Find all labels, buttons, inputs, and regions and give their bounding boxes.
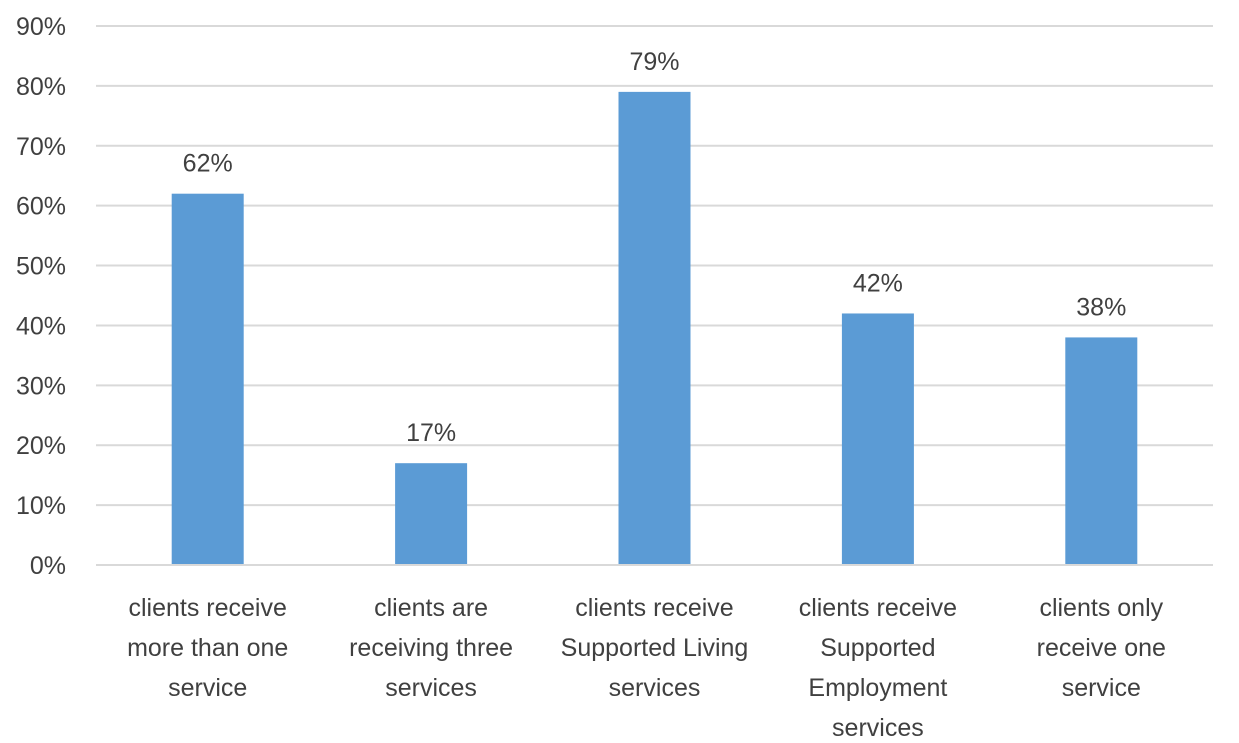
data-label: 62% — [183, 150, 233, 178]
x-axis-category-labels: clients receive more than one serviceclien… — [127, 594, 1166, 742]
category-label-line: services — [385, 674, 477, 702]
category-label-line: more than one — [127, 634, 288, 662]
category-label-line: clients receive — [128, 594, 286, 622]
category-label-line: receiving three — [349, 634, 513, 662]
data-label: 79% — [629, 48, 679, 76]
category-label-line: services — [832, 714, 924, 738]
bar — [395, 463, 468, 565]
category-label-line: Supported Living — [561, 634, 749, 662]
y-axis-tick-labels: 0% 10% 20% 30% 40% 50% 60% 70% 80% 90% — [16, 13, 66, 580]
category-label: clients receive Supported Employment servic… — [799, 594, 957, 738]
data-labels: 62% 17% 79% 42% 38% — [183, 48, 1127, 447]
category-label-line: clients receive — [799, 594, 957, 622]
bars — [171, 91, 1138, 565]
y-tick-label: 10% — [16, 492, 66, 520]
bar — [171, 193, 244, 565]
y-tick-label: 40% — [16, 312, 66, 340]
y-tick-label: 90% — [16, 13, 66, 41]
data-label: 17% — [406, 419, 456, 447]
category-label-line: clients only — [1039, 594, 1163, 622]
y-tick-label: 50% — [16, 253, 66, 281]
category-label: clients only receive one service — [1037, 594, 1166, 702]
category-label: clients are receiving three services — [349, 594, 513, 702]
y-tick-label: 60% — [16, 193, 66, 221]
y-tick-label: 70% — [16, 133, 66, 161]
data-label: 42% — [853, 269, 903, 297]
category-label: clients receive Supported Living services — [561, 594, 749, 702]
category-label-line: receive one — [1037, 634, 1166, 662]
bar — [841, 313, 914, 565]
y-tick-label: 20% — [16, 432, 66, 460]
category-label-line: clients are — [374, 594, 488, 622]
y-tick-label: 80% — [16, 73, 66, 101]
category-label-line: service — [168, 674, 247, 702]
category-label-line: clients receive — [575, 594, 733, 622]
data-label: 38% — [1076, 293, 1126, 321]
category-label-line: services — [609, 674, 701, 702]
bar — [1065, 337, 1138, 565]
y-tick-label: 30% — [16, 372, 66, 400]
category-label-line: service — [1062, 674, 1141, 702]
bar — [618, 91, 691, 565]
category-label-line: Employment — [808, 674, 947, 702]
y-tick-label: 0% — [30, 552, 66, 580]
category-label: clients receive more than one service — [127, 594, 288, 702]
category-label-line: Supported — [820, 634, 935, 662]
